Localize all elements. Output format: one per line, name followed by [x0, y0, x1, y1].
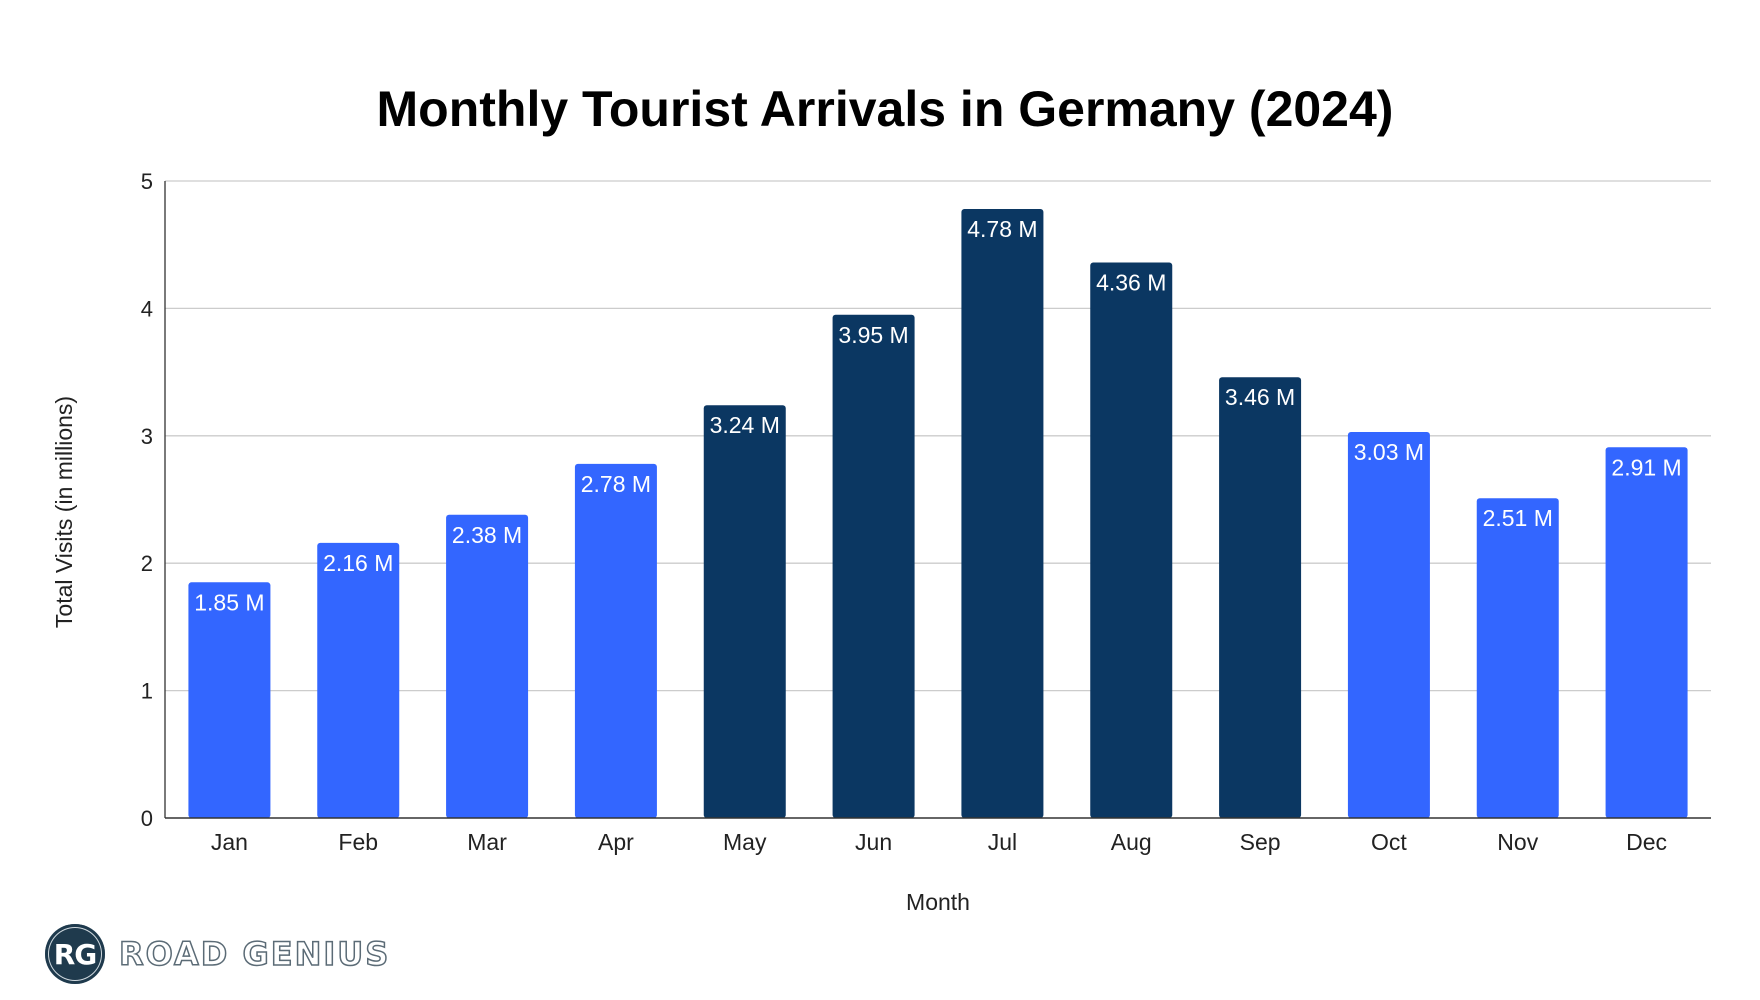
- road-genius-logo: RG ROAD GENIUS: [45, 924, 390, 984]
- x-tick-label: Sep: [1240, 829, 1281, 855]
- data-label: 3.95 M: [838, 322, 908, 348]
- bar-jul: [961, 209, 1044, 818]
- x-tick-label: Aug: [1111, 829, 1152, 855]
- data-label: 2.78 M: [581, 471, 651, 497]
- x-tick-label: Jan: [211, 829, 248, 855]
- y-tick-label: 2: [141, 551, 153, 576]
- x-tick-label: Nov: [1497, 829, 1538, 855]
- bar-sep: [1219, 377, 1302, 818]
- bar-oct: [1347, 431, 1430, 818]
- bar-mar: [446, 514, 529, 818]
- bar-aug: [1090, 262, 1173, 818]
- data-label: 4.36 M: [1096, 270, 1166, 296]
- bar-nov: [1476, 498, 1559, 818]
- y-tick-label: 4: [141, 296, 153, 321]
- y-tick-label: 0: [141, 806, 153, 831]
- data-label: 2.38 M: [452, 522, 522, 548]
- data-label: 3.24 M: [710, 412, 780, 438]
- data-label: 3.46 M: [1225, 384, 1295, 410]
- x-tick-label: Mar: [467, 829, 507, 855]
- chart-title: Monthly Tourist Arrivals in Germany (202…: [376, 81, 1394, 137]
- bar-jun: [832, 314, 915, 818]
- logo-name: ROAD GENIUS: [118, 934, 391, 974]
- x-tick-label: Jul: [988, 829, 1017, 855]
- data-label: 1.85 M: [194, 589, 264, 615]
- bar-feb: [317, 542, 400, 818]
- logo-badge: RG: [45, 924, 105, 984]
- y-tick-label: 3: [141, 424, 153, 449]
- data-label: 2.16 M: [323, 550, 393, 576]
- data-label: 2.51 M: [1483, 505, 1553, 531]
- y-tick-label: 5: [141, 169, 153, 194]
- bar-may: [703, 405, 786, 818]
- data-label: 4.78 M: [967, 216, 1037, 242]
- bar-apr: [574, 463, 657, 818]
- y-tick-label: 1: [141, 679, 153, 704]
- logo-initials: RG: [53, 937, 98, 971]
- y-axis-title: Total Visits (in millions): [51, 396, 77, 628]
- x-tick-label: May: [723, 829, 767, 855]
- bar-dec: [1605, 447, 1688, 818]
- x-tick-label: Jun: [855, 829, 892, 855]
- data-label: 2.91 M: [1611, 454, 1681, 480]
- x-tick-label: Oct: [1371, 829, 1407, 855]
- x-axis-title: Month: [906, 889, 970, 915]
- data-label: 3.03 M: [1354, 439, 1424, 465]
- x-tick-label: Apr: [598, 829, 634, 855]
- x-tick-label: Feb: [338, 829, 378, 855]
- bar-jan: [188, 582, 271, 818]
- x-tick-label: Dec: [1626, 829, 1667, 855]
